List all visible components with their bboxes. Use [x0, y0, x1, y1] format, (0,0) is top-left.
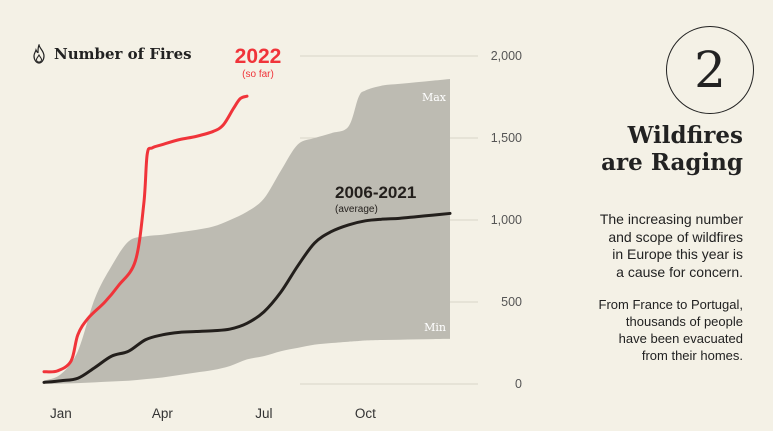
- y-tick-label: 0: [515, 377, 522, 391]
- x-tick-label: Jul: [255, 406, 272, 421]
- intro-paragraph: The increasing number and scope of wildf…: [533, 211, 743, 281]
- range-min-label: Min: [424, 321, 446, 334]
- y-tick-label: 500: [501, 295, 522, 309]
- series-2022-line: [42, 94, 249, 374]
- x-tick-label: Apr: [152, 406, 174, 421]
- series-average-label: 2006-2021: [335, 183, 416, 202]
- labels-layer: 0 500 1,000 1,500 2,000 Jan Apr Jul Oct Max Min 202…: [50, 45, 522, 421]
- x-tick-label: Jan: [50, 406, 72, 421]
- y-tick-label: 1,000: [491, 213, 522, 227]
- series-layer: [42, 94, 452, 384]
- paragraph-line: The increasing number: [599, 211, 743, 227]
- range-max-label: Max: [422, 91, 447, 104]
- section-title: Wildfires are Raging: [601, 122, 743, 176]
- paragraph-line: in Europe this year is: [612, 246, 743, 262]
- y-tick-label: 2,000: [491, 49, 522, 63]
- series-2022-label: 2022: [235, 45, 282, 68]
- paragraph-line: a cause for concern.: [616, 263, 743, 280]
- paragraph-line: from their homes.: [641, 348, 743, 363]
- chart-header: Number of Fires: [30, 44, 192, 64]
- y-tick-label: 1,500: [491, 131, 522, 145]
- paragraph-line: thousands of people: [625, 314, 743, 329]
- x-tick-label: Oct: [355, 406, 376, 421]
- average-2006-2021-line: [42, 211, 452, 384]
- min-max-range-band: [44, 78, 450, 385]
- series-average-sublabel: (average): [335, 204, 378, 215]
- detail-paragraph: From France to Portugal, thousands of pe…: [533, 296, 744, 364]
- side-panel: 2 Wildfires are Raging The increasing nu…: [543, 0, 773, 431]
- fire-icon: [33, 44, 45, 64]
- paragraph-line: and scope of wildfires: [608, 228, 743, 245]
- section-title-line: Wildfires: [627, 122, 743, 149]
- range-band-layer: [44, 78, 450, 385]
- section-title-line: are Raging: [601, 149, 743, 176]
- paragraph-line: From France to Portugal,: [598, 297, 744, 312]
- chart-title: Number of Fires: [54, 45, 192, 63]
- paragraph-line: have been evacuated: [618, 331, 743, 346]
- series-2022-sublabel: (so far): [242, 69, 274, 80]
- section-number-badge: 2: [666, 26, 754, 114]
